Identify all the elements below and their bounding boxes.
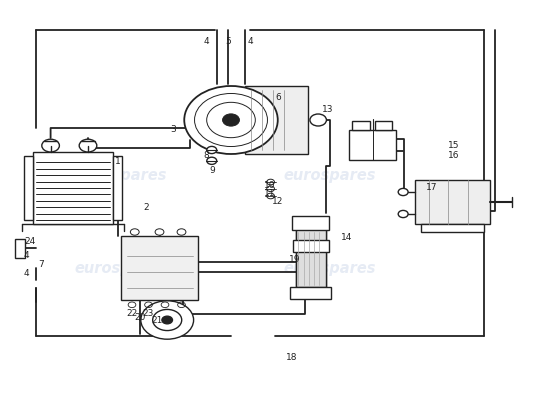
Bar: [15, 239, 25, 258]
Bar: [293, 240, 329, 252]
Text: 14: 14: [341, 234, 352, 242]
Circle shape: [398, 188, 408, 196]
Bar: [415, 180, 490, 224]
Text: 23: 23: [143, 310, 154, 318]
Circle shape: [267, 193, 274, 199]
Text: 4: 4: [204, 38, 209, 46]
Circle shape: [141, 301, 194, 339]
Text: 11: 11: [264, 190, 275, 198]
Polygon shape: [245, 86, 308, 154]
Text: 8: 8: [204, 152, 209, 160]
Text: 2: 2: [143, 204, 148, 212]
Bar: [352, 121, 370, 130]
Bar: [290, 287, 331, 299]
Text: 16: 16: [448, 152, 459, 160]
Text: 15: 15: [448, 142, 459, 150]
Text: eurospares: eurospares: [284, 260, 376, 276]
Bar: [375, 121, 392, 130]
Text: 4: 4: [24, 252, 29, 260]
Text: 20: 20: [135, 314, 146, 322]
Circle shape: [207, 146, 217, 154]
Text: 6: 6: [275, 94, 280, 102]
Text: 7: 7: [39, 260, 44, 269]
Bar: [293, 216, 329, 230]
Circle shape: [153, 310, 182, 330]
Text: 22: 22: [126, 310, 138, 318]
Bar: [33, 152, 113, 224]
Bar: [121, 236, 198, 300]
Circle shape: [223, 114, 239, 126]
Text: 10: 10: [264, 182, 275, 190]
Text: 24: 24: [25, 238, 36, 246]
Text: 19: 19: [289, 256, 300, 264]
Circle shape: [162, 316, 173, 324]
Text: 12: 12: [272, 198, 283, 206]
Text: 21: 21: [151, 316, 162, 325]
Text: 4: 4: [248, 38, 253, 46]
Circle shape: [184, 86, 278, 154]
Bar: [113, 156, 122, 220]
Text: 4: 4: [24, 270, 29, 278]
Bar: [421, 224, 484, 232]
Text: eurospares: eurospares: [75, 260, 167, 276]
Bar: [349, 130, 396, 160]
Circle shape: [267, 186, 274, 192]
Text: 18: 18: [286, 354, 297, 362]
Bar: [296, 228, 326, 287]
Text: eurospares: eurospares: [75, 168, 167, 184]
Text: 13: 13: [322, 106, 333, 114]
Text: 3: 3: [170, 126, 176, 134]
Text: eurospares: eurospares: [284, 168, 376, 184]
Circle shape: [207, 157, 217, 164]
Bar: [24, 156, 33, 220]
Bar: [296, 228, 326, 287]
Text: 9: 9: [209, 166, 214, 174]
Text: 1: 1: [116, 158, 121, 166]
Circle shape: [79, 139, 97, 152]
Text: 17: 17: [426, 184, 437, 192]
Circle shape: [398, 210, 408, 218]
Text: 5: 5: [226, 38, 231, 46]
Circle shape: [310, 114, 327, 126]
Circle shape: [267, 179, 274, 185]
Circle shape: [42, 139, 59, 152]
